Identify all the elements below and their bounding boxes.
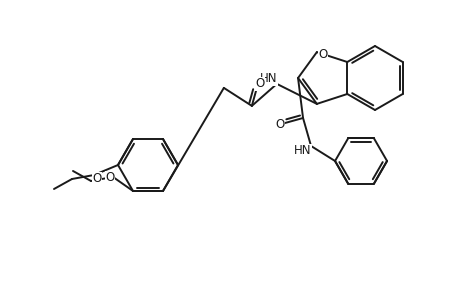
Text: O: O xyxy=(255,77,264,90)
Text: O: O xyxy=(318,48,327,61)
Text: HN: HN xyxy=(294,145,311,158)
Text: O: O xyxy=(105,172,114,184)
Text: O: O xyxy=(275,118,284,130)
Text: O: O xyxy=(92,172,101,185)
Text: HN: HN xyxy=(259,72,277,86)
